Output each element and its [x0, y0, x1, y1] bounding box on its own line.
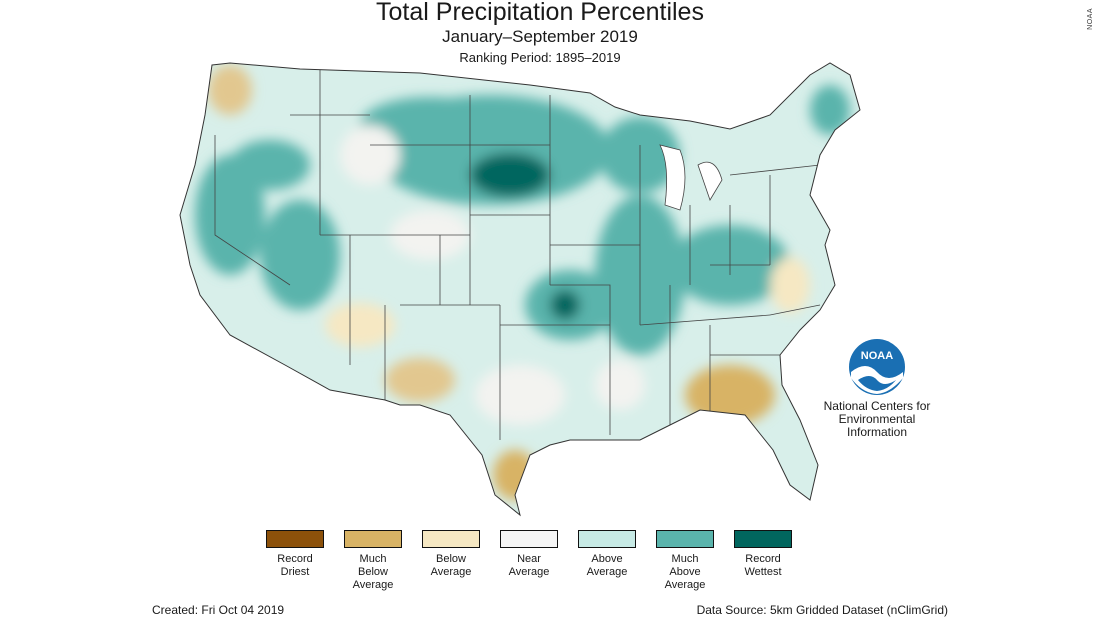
legend-label: Above Average	[586, 553, 628, 578]
noaa-logo-icon: NOAA	[849, 339, 905, 395]
legend-swatch	[422, 530, 480, 548]
legend-swatch	[344, 530, 402, 548]
legend-item: Above Average	[568, 530, 646, 592]
legend-label: Much Above Average	[664, 553, 706, 591]
noaa-watermark: NOAA	[1087, 8, 1094, 30]
legend-swatch	[734, 530, 792, 548]
agency-name: National Centers for Environmental Infor…	[823, 399, 931, 439]
data-source: Data Source: 5km Gridded Dataset (nClimG…	[696, 603, 948, 617]
legend-label: Near Average	[508, 553, 550, 578]
created-date: Created: Fri Oct 04 2019	[152, 603, 285, 617]
legend-item: Record Wettest	[724, 530, 802, 592]
legend-swatch	[266, 530, 324, 548]
legend: Record Driest Much Below Average Below Ave…	[256, 530, 816, 592]
legend-label: Below Average	[430, 553, 472, 578]
legend-label: Much Below Average	[352, 553, 394, 591]
legend-item: Near Average	[490, 530, 568, 592]
legend-swatch	[578, 530, 636, 548]
legend-item: Much Above Average	[646, 530, 724, 592]
noaa-logo-text: NOAA	[861, 350, 893, 362]
noaa-logo: NOAA	[848, 338, 906, 396]
map-fill	[180, 63, 860, 515]
map-title: Total Precipitation Percentiles	[376, 0, 704, 26]
precipitation-map	[170, 55, 870, 525]
legend-swatch	[500, 530, 558, 548]
legend-label: Record Driest	[277, 553, 313, 578]
legend-swatch	[656, 530, 714, 548]
title-block: Total Precipitation Percentiles January–…	[340, 0, 740, 66]
legend-item: Record Driest	[256, 530, 334, 592]
map-subtitle: January–September 2019	[442, 27, 638, 46]
legend-item: Below Average	[412, 530, 490, 592]
legend-label: Record Wettest	[744, 553, 782, 578]
us-map-svg	[179, 62, 861, 516]
legend-item: Much Below Average	[334, 530, 412, 592]
ranking-period: Ranking Period: 1895–2019	[459, 50, 621, 65]
